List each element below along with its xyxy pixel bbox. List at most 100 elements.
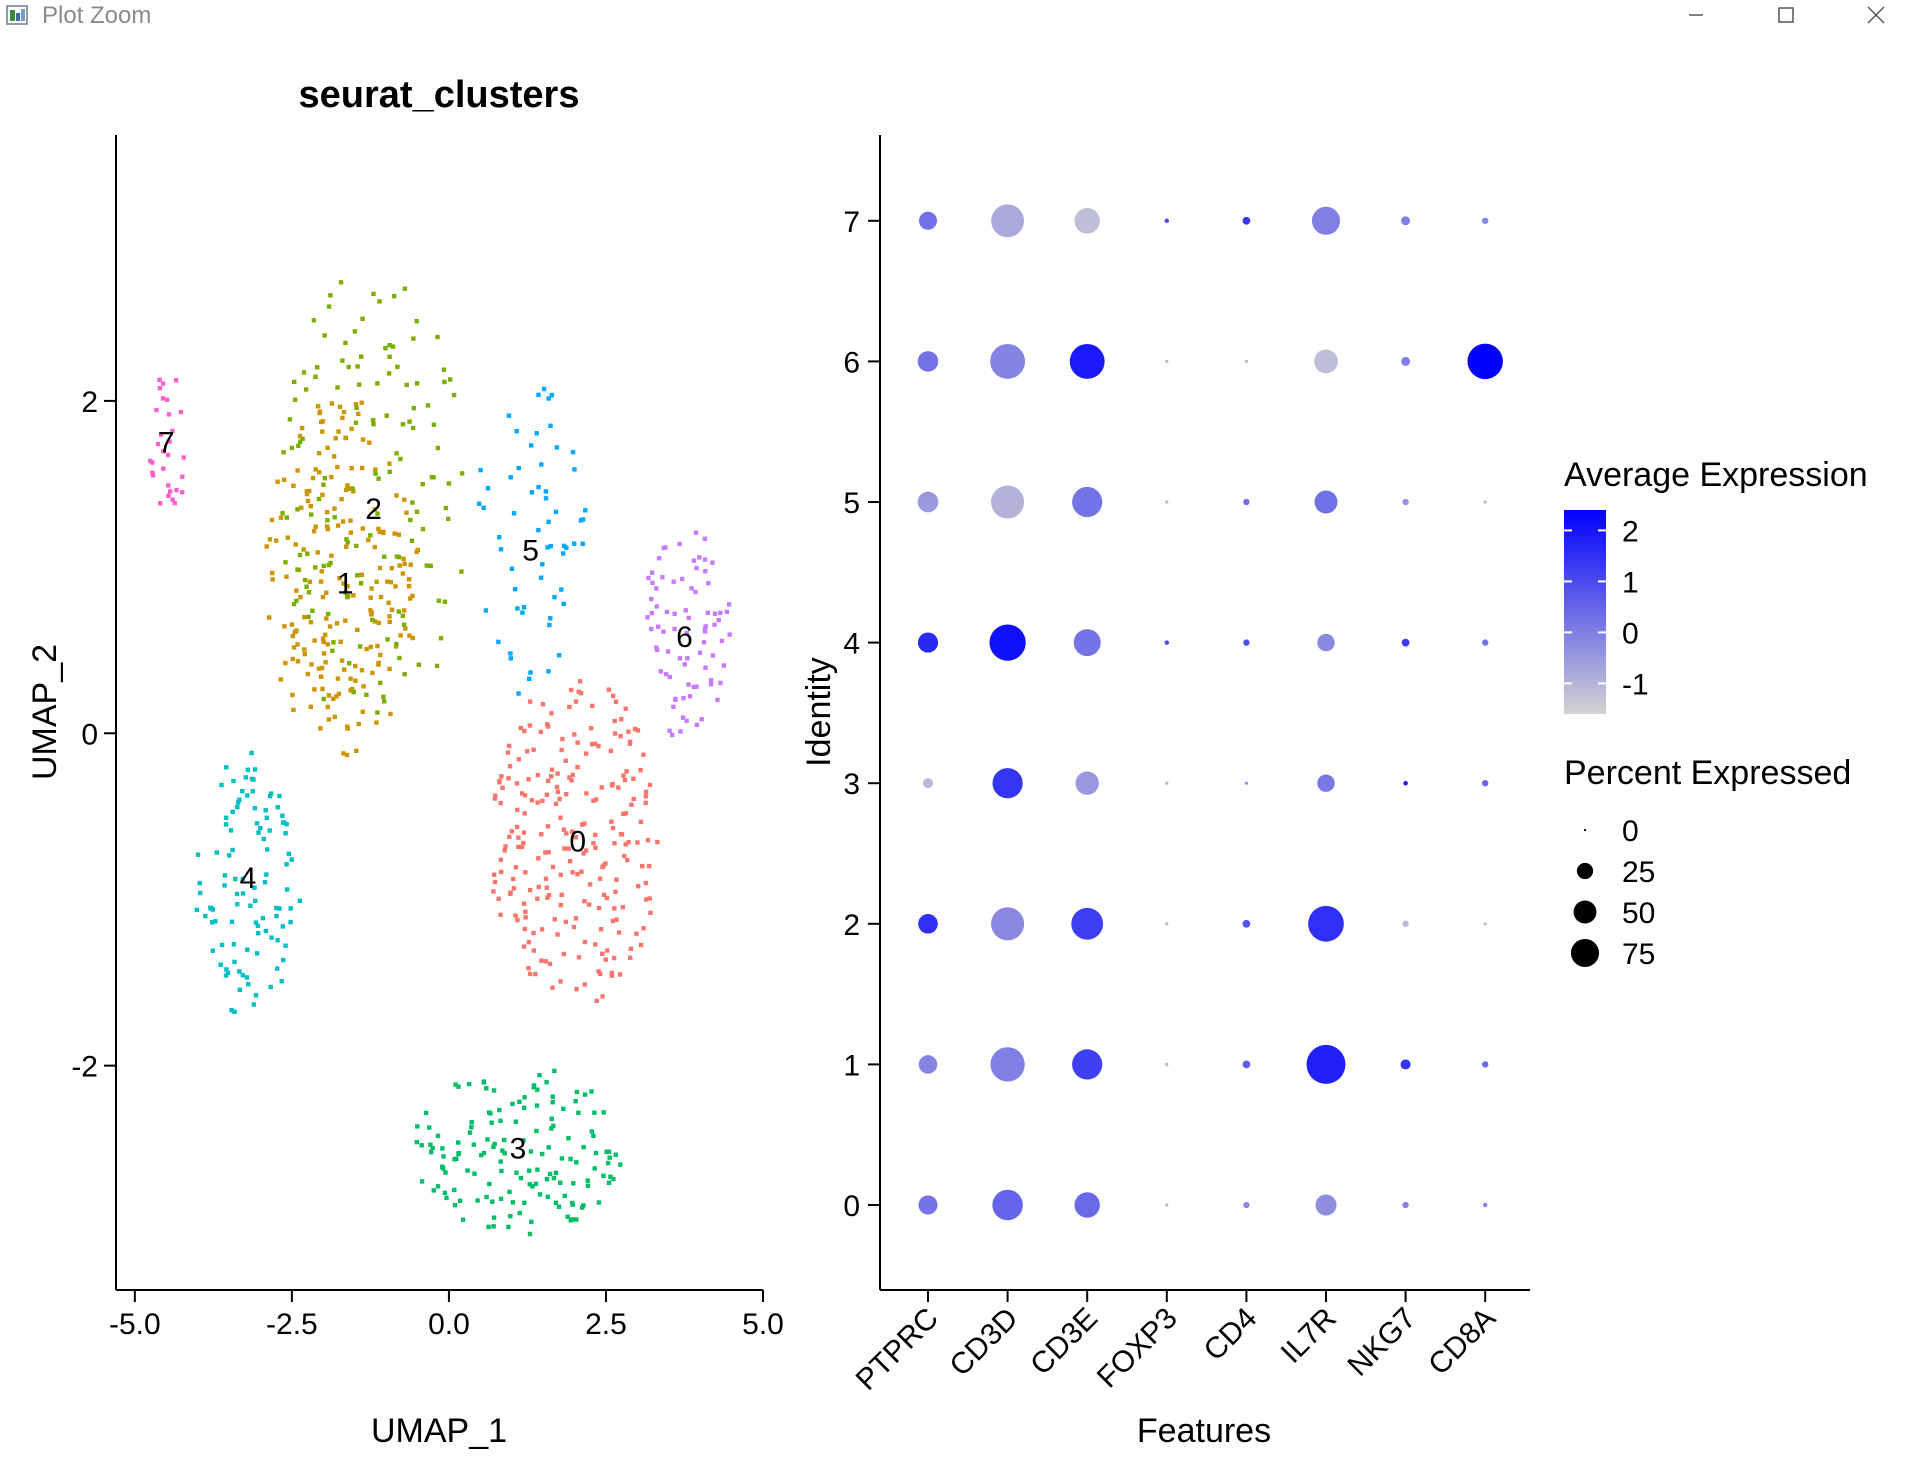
umap-cell-point-cluster-0 (567, 704, 572, 710)
umap-cell-point-cluster-0 (590, 742, 595, 747)
umap-cell-point-cluster-0 (628, 955, 633, 960)
dot-identity-2-cd8a (1483, 922, 1487, 926)
umap-cell-point-cluster-0 (581, 851, 586, 856)
umap-cell-point-cluster-3 (443, 1170, 448, 1175)
dot-identity-3-foxp3 (1165, 781, 1169, 785)
umap-cell-point-cluster-1 (302, 647, 307, 652)
umap-cell-point-cluster-3 (608, 1174, 613, 1179)
umap-cell-point-cluster-0 (586, 902, 592, 907)
umap-cell-point-cluster-4 (284, 887, 290, 892)
umap-cell-point-cluster-1 (291, 707, 296, 713)
umap-cell-point-cluster-4 (253, 993, 259, 998)
umap-cell-point-cluster-0 (635, 728, 641, 733)
umap-cell-point-cluster-0 (638, 768, 643, 773)
umap-cell-point-cluster-4 (282, 820, 287, 825)
umap-cell-point-cluster-1 (320, 636, 326, 641)
umap-cell-point-cluster-3 (491, 1215, 497, 1220)
umap-cell-point-cluster-0 (635, 840, 640, 845)
dot-identity-4-cd4 (1243, 639, 1250, 646)
umap-cell-point-cluster-5 (547, 622, 552, 628)
umap-cell-point-cluster-6 (726, 602, 732, 607)
umap-cell-point-cluster-0 (593, 741, 598, 747)
umap-cell-point-cluster-2 (425, 403, 431, 408)
umap-cell-point-cluster-4 (228, 828, 234, 833)
average-expression-legend: Average Expression 2 1 0 -1 (1564, 456, 1868, 714)
umap-cell-point-cluster-0 (497, 780, 502, 785)
umap-cell-point-cluster-1 (308, 504, 313, 509)
umap-cell-point-cluster-3 (518, 1175, 524, 1181)
minimize-button[interactable] (1666, 0, 1726, 30)
umap-cell-point-cluster-5 (497, 535, 502, 540)
umap-cell-point-cluster-4 (210, 920, 215, 925)
umap-cell-point-cluster-6 (716, 618, 721, 623)
umap-cell-point-cluster-4 (265, 847, 270, 852)
umap-cell-point-cluster-5 (538, 575, 544, 580)
umap-cell-point-cluster-6 (703, 624, 708, 629)
umap-cell-point-cluster-3 (533, 1181, 539, 1187)
umap-cell-point-cluster-1 (340, 519, 346, 524)
umap-cell-point-cluster-1 (377, 529, 382, 534)
umap-cell-point-cluster-0 (647, 896, 652, 901)
umap-cell-point-cluster-0 (574, 986, 579, 992)
maximize-button[interactable] (1756, 0, 1816, 30)
umap-cell-point-cluster-3 (544, 1080, 549, 1085)
umap-cell-point-cluster-2 (375, 710, 380, 715)
umap-cell-point-cluster-5 (552, 594, 557, 600)
umap-cell-point-cluster-4 (249, 750, 254, 756)
umap-cell-point-cluster-3 (444, 1195, 449, 1201)
umap-cell-point-cluster-0 (626, 729, 631, 734)
umap-cell-point-cluster-1 (404, 510, 409, 515)
umap-cell-point-cluster-3 (551, 1175, 557, 1181)
umap-cell-point-cluster-2 (357, 382, 362, 387)
umap-cell-point-cluster-3 (589, 1129, 594, 1134)
umap-cell-point-cluster-3 (467, 1130, 473, 1135)
dot-identity-5-foxp3 (1165, 500, 1169, 504)
umap-cell-point-cluster-0 (498, 800, 503, 806)
umap-cell-point-cluster-1 (301, 547, 306, 552)
umap-cell-point-cluster-5 (515, 606, 520, 611)
umap-cell-point-cluster-6 (719, 638, 725, 644)
umap-cell-point-cluster-0 (496, 896, 501, 901)
umap-cell-point-cluster-1 (326, 693, 332, 698)
umap-cell-point-cluster-1 (316, 404, 321, 409)
umap-cell-point-cluster-1 (402, 561, 407, 566)
umap-cell-point-cluster-1 (387, 619, 392, 625)
dot-identity-7-foxp3 (1164, 218, 1170, 224)
umap-cell-point-cluster-0 (598, 971, 603, 976)
umap-cell-point-cluster-0 (648, 910, 653, 915)
umap-cell-point-cluster-7 (178, 409, 184, 415)
dot-identity-0-cd3d (992, 1189, 1023, 1221)
umap-cell-point-cluster-4 (274, 905, 279, 911)
umap-cell-point-cluster-0 (522, 793, 528, 798)
dot-identity-3-cd4 (1244, 781, 1248, 785)
umap-cell-point-cluster-5 (536, 484, 541, 490)
close-button[interactable] (1846, 0, 1906, 30)
umap-cell-point-cluster-2 (446, 516, 451, 522)
umap-cell-point-cluster-1 (318, 726, 323, 731)
umap-cell-point-cluster-4 (224, 967, 229, 972)
umap-cell-point-cluster-1 (406, 584, 412, 589)
umap-cell-point-cluster-3 (415, 1124, 420, 1129)
umap-cell-point-cluster-0 (606, 687, 611, 692)
umap-cell-point-cluster-0 (609, 819, 614, 824)
umap-cell-point-cluster-0 (513, 913, 518, 918)
umap-cell-point-cluster-4 (219, 942, 225, 948)
umap-cell-point-cluster-2 (292, 379, 297, 385)
umap-cell-point-cluster-4 (235, 902, 240, 907)
umap-cell-point-cluster-0 (609, 970, 614, 976)
umap-cell-point-cluster-5 (572, 541, 577, 546)
umap-cell-point-cluster-0 (555, 771, 560, 776)
umap-cell-point-cluster-1 (315, 550, 320, 555)
umap-cell-point-cluster-1 (378, 594, 384, 600)
umap-cell-point-cluster-0 (597, 876, 603, 881)
umap-cell-point-cluster-0 (617, 972, 623, 977)
umap-cell-point-cluster-2 (360, 316, 365, 321)
umap-cell-point-cluster-0 (612, 906, 617, 911)
umap-cell-point-cluster-4 (232, 959, 237, 965)
umap-cell-point-cluster-1 (375, 643, 380, 649)
minimize-icon (1689, 14, 1703, 16)
umap-cell-point-cluster-3 (537, 1073, 542, 1078)
umap-y-ticks: -2 0 2 (71, 386, 116, 1084)
average-expression-ticks: 2 1 0 -1 (1564, 515, 1649, 701)
umap-cell-point-cluster-2 (373, 471, 378, 476)
